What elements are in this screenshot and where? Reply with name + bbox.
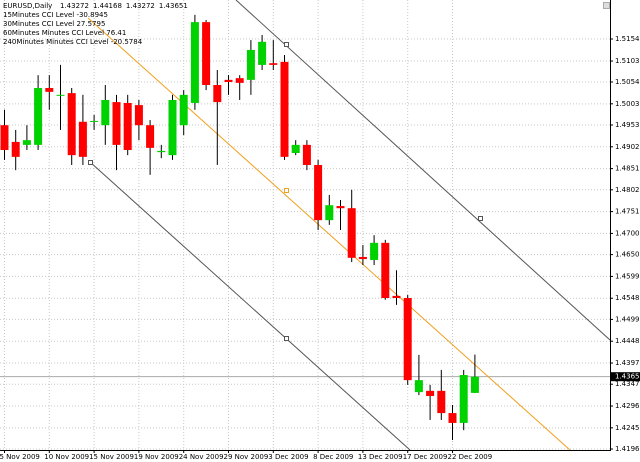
candle-body — [347, 208, 356, 258]
x-tick-label: 19 Nov 2009 — [134, 453, 179, 461]
x-tick-label: 10 Nov 2009 — [44, 453, 89, 461]
indicator-text: 30Minutes CCI Level 27.5795 — [3, 20, 105, 28]
x-tick-label: 15 Nov 2009 — [89, 453, 134, 461]
channel-center — [87, 17, 571, 451]
candle-body — [314, 164, 323, 221]
candle-body — [470, 376, 479, 393]
candle-body — [67, 93, 76, 156]
candle-body — [235, 78, 244, 83]
ohlc-value: 1.43272 — [60, 2, 89, 10]
candle-body — [280, 61, 289, 157]
candle-body — [0, 125, 9, 151]
candle-body — [403, 298, 412, 381]
current-price-box — [611, 372, 640, 382]
candle-body — [112, 102, 121, 145]
candle-body — [22, 140, 31, 145]
y-tick-label: 1.48515 — [615, 165, 640, 173]
candle-body — [392, 295, 401, 299]
y-tick-label: 1.47000 — [615, 229, 640, 237]
chart-title: EURUSD,Daily — [3, 2, 52, 10]
y-tick-label: 1.44480 — [615, 337, 640, 345]
corner-icon — [603, 2, 610, 9]
x-tick-label: 5 Nov 2009 — [0, 453, 40, 461]
candle-body — [123, 102, 132, 151]
y-tick-label: 1.50030 — [615, 100, 640, 108]
candle-body — [336, 206, 345, 209]
channel-anchor — [88, 160, 93, 165]
candle-body — [101, 99, 110, 126]
candle-body — [291, 144, 300, 154]
candle-body — [90, 120, 99, 122]
candle-body — [78, 121, 87, 157]
candle-body — [45, 87, 54, 92]
channel-anchor — [478, 216, 483, 221]
labels: 1.51545 1.51030 1.50540 1.50030 1.49535 1.490… — [0, 35, 640, 461]
x-tick-label: 29 Nov 2009 — [224, 453, 269, 461]
x-tick-label: 13 Dec 2009 — [358, 453, 403, 461]
indicator-text: 60Minutes Minutes CCI Level 76.41 — [3, 29, 126, 37]
ohlc-value: 1.43272 — [126, 2, 155, 10]
candle-body — [134, 105, 143, 126]
x-tick-label: 8 Dec 2009 — [313, 453, 353, 461]
ohlc-value: 1.44168 — [93, 2, 122, 10]
candle-body — [56, 94, 65, 96]
candles — [0, 14, 479, 441]
candle-body — [146, 125, 155, 148]
ohlc-value: 1.43651 — [159, 2, 188, 10]
candle-body — [202, 22, 211, 85]
candle-body — [370, 242, 379, 260]
candle-body — [448, 413, 457, 423]
y-tick-label: 1.51030 — [615, 57, 640, 65]
ohlc-readout: 1.43272 1.44168 1.43272 1.43651 — [60, 2, 188, 10]
candle-body — [358, 256, 367, 260]
y-tick-label: 1.49025 — [615, 143, 640, 151]
candle-body — [34, 87, 43, 145]
x-tick-label: 22 Dec 2009 — [448, 453, 493, 461]
candle-body — [224, 79, 233, 83]
y-tick-label: 1.42965 — [615, 402, 640, 410]
y-tick-label: 1.50540 — [615, 78, 640, 86]
candle-body — [168, 99, 177, 156]
indicator-text: 240Minutes Minutes CCI Level -20.5784 — [3, 38, 143, 46]
channel-anchor — [284, 188, 289, 193]
y-tick-label: 1.42455 — [615, 424, 640, 432]
channel-anchor — [284, 42, 289, 47]
y-tick-label: 1.46505 — [615, 251, 640, 259]
channel-lower — [89, 161, 411, 451]
candle-body — [325, 205, 334, 221]
x-tick-label: 17 Dec 2009 — [403, 453, 448, 461]
candle-body — [258, 41, 267, 65]
candle-body — [426, 390, 435, 396]
y-tick-label: 1.51545 — [615, 35, 640, 43]
candle-body — [459, 375, 468, 423]
y-tick-label: 1.47510 — [615, 208, 640, 216]
candle-body — [179, 94, 188, 126]
candle-body — [11, 141, 20, 157]
candle-body — [302, 144, 311, 165]
x-tick-label: 3 Dec 2009 — [268, 453, 308, 461]
indicator-text: 15Minutes CCI Level -30.8945 — [3, 11, 108, 19]
channel-upper — [235, 0, 611, 341]
x-tick-label: 24 Nov 2009 — [179, 453, 224, 461]
y-tick-label: 1.49535 — [615, 121, 640, 129]
y-tick-label: 1.44990 — [615, 315, 640, 323]
y-tick-label: 1.43970 — [615, 359, 640, 367]
y-tick-label: 1.41960 — [615, 445, 640, 453]
candle-body — [437, 390, 446, 414]
candle-body — [269, 63, 278, 65]
candle-body — [157, 150, 166, 153]
y-tick-label: 1.45995 — [615, 272, 640, 280]
channel-anchor — [284, 336, 289, 341]
current-price-label: 1.43651 — [615, 373, 640, 381]
y-tick-label: 1.48020 — [615, 186, 640, 194]
candle-body — [381, 242, 390, 299]
candle-body — [213, 84, 222, 103]
candle-body — [414, 380, 423, 393]
y-tick-label: 1.43475 — [615, 380, 640, 388]
y-tick-label: 1.45485 — [615, 294, 640, 302]
candle-body — [246, 49, 255, 80]
candle-body — [190, 22, 199, 103]
